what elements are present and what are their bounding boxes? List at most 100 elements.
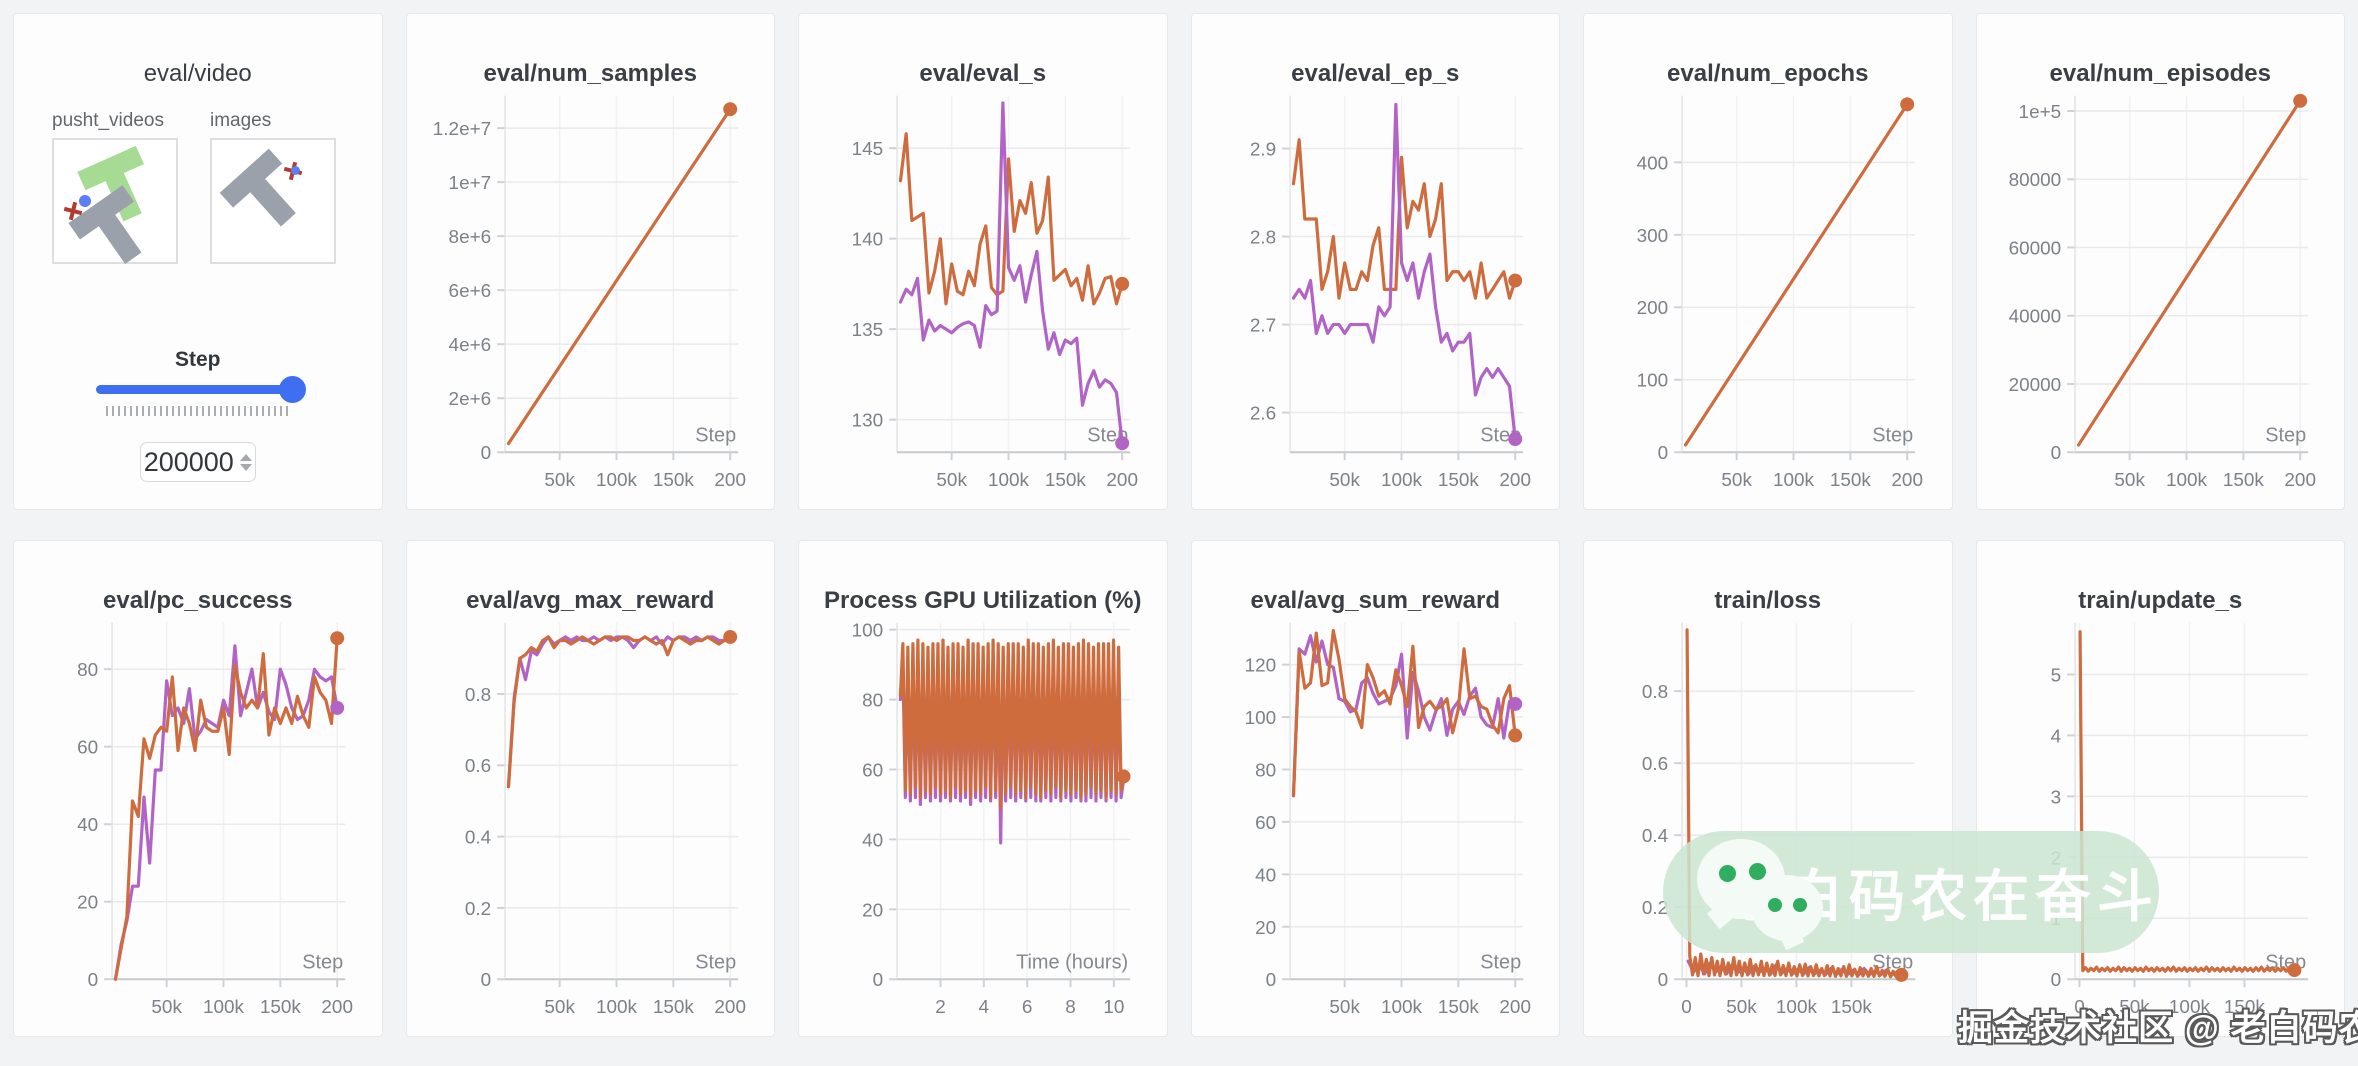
svg-text:2e+6: 2e+6: [448, 389, 491, 410]
svg-text:Step: Step: [1872, 424, 1913, 446]
svg-text:2.9: 2.9: [1249, 139, 1275, 160]
svg-text:Step: Step: [2265, 424, 2306, 446]
images-thumbnail[interactable]: [210, 138, 336, 264]
svg-text:0.4: 0.4: [1642, 826, 1668, 847]
svg-text:0: 0: [873, 970, 884, 991]
step-slider[interactable]: [96, 376, 306, 403]
svg-text:0: 0: [480, 970, 491, 991]
svg-text:0: 0: [1681, 997, 1692, 1018]
panel-title: eval/num_epochs: [1667, 60, 1869, 87]
svg-text:145: 145: [852, 139, 884, 160]
svg-text:60: 60: [862, 760, 883, 781]
svg-text:150k: 150k: [652, 997, 694, 1018]
slider-tick-ruler: [106, 406, 292, 416]
svg-text:3: 3: [2050, 787, 2061, 808]
svg-text:20000: 20000: [2008, 375, 2061, 396]
svg-text:2.7: 2.7: [1249, 316, 1275, 337]
svg-text:60: 60: [1255, 813, 1276, 834]
svg-text:200: 200: [321, 997, 353, 1018]
images-label: images: [210, 110, 272, 131]
svg-text:2: 2: [935, 997, 946, 1018]
svg-text:150k: 150k: [260, 997, 302, 1018]
panel-eval-pc-success: eval/pc_success 0 20 40 60 80 50k 100k 150k 200 S…: [13, 540, 383, 1037]
svg-text:150k: 150k: [1437, 997, 1479, 1018]
svg-text:40: 40: [77, 815, 98, 836]
svg-text:200: 200: [714, 997, 746, 1018]
svg-text:0.8: 0.8: [464, 685, 490, 706]
panel-title: eval/video: [143, 60, 252, 87]
svg-text:4e+6: 4e+6: [448, 335, 491, 356]
chart-eval-avg-max-reward[interactable]: 0 0.2 0.4 0.6 0.8 50k 100k 150k 200 Step: [407, 541, 775, 1036]
svg-text:150k: 150k: [2223, 997, 2265, 1018]
step-value[interactable]: 200000: [143, 446, 234, 477]
svg-text:Step: Step: [695, 951, 736, 973]
panel-eval-num-epochs: eval/num_epochs 0 100 200 300 400 50k 100k 150k…: [1583, 13, 1953, 510]
chart-eval-num-samples[interactable]: 0 2e+6 4e+6 6e+6 8e+6 1e+7 1.2e+7 50k 100k 150k 20…: [407, 14, 775, 509]
panel-eval-avg-max-reward: eval/avg_max_reward 0 0.2 0.4 0.6 0.8 50k 100k…: [405, 540, 775, 1037]
svg-text:0.2: 0.2: [1642, 898, 1668, 919]
svg-text:0: 0: [2050, 443, 2061, 464]
step-up-icon: [239, 453, 252, 461]
svg-text:0: 0: [1658, 443, 1669, 464]
panel-eval-eval-ep-s: eval/eval_ep_s 2.6 2.7 2.8 2.9 50k 100k 150k 20…: [1190, 13, 1560, 510]
svg-text:200: 200: [1637, 298, 1669, 319]
step-down-icon: [239, 463, 252, 471]
panel-eval-num-episodes: eval/num_episodes 0 20000 40000 60000 80000 1…: [1975, 13, 2345, 510]
slider-thumb[interactable]: [279, 376, 306, 403]
panel-title: eval/num_samples: [483, 60, 697, 87]
svg-text:0.4: 0.4: [464, 828, 490, 849]
svg-text:8e+6: 8e+6: [448, 227, 491, 248]
chart-gpu-utilization[interactable]: 0 20 40 60 80 100 2 4 6 8 10 Time (hours): [799, 541, 1167, 1036]
panel-title: eval/avg_max_reward: [466, 587, 715, 614]
svg-text:400: 400: [1637, 153, 1669, 174]
svg-text:50k: 50k: [1329, 470, 1360, 491]
svg-text:1e+7: 1e+7: [448, 173, 491, 194]
stepper-arrows[interactable]: [239, 453, 252, 471]
svg-text:80000: 80000: [2008, 170, 2061, 191]
svg-text:60000: 60000: [2008, 238, 2061, 259]
svg-text:1.2e+7: 1.2e+7: [432, 119, 490, 140]
panel-eval-num-samples: eval/num_samples 0 2e+6 4e+6 6e+6 8e+6 1e+7 1.…: [405, 13, 775, 510]
svg-text:100k: 100k: [596, 470, 638, 491]
chart-eval-pc-success[interactable]: 0 20 40 60 80 50k 100k 150k 200 Step: [14, 541, 382, 1036]
svg-text:40: 40: [862, 830, 883, 851]
step-number-input[interactable]: 200000: [139, 442, 256, 482]
chart-eval-num-epochs[interactable]: 0 100 200 300 400 50k 100k 150k 200 Step: [1584, 14, 1952, 509]
svg-text:150k: 150k: [1830, 470, 1872, 491]
svg-text:100k: 100k: [988, 470, 1030, 491]
svg-text:60: 60: [77, 738, 98, 759]
svg-text:150k: 150k: [1831, 997, 1873, 1018]
svg-text:20: 20: [77, 893, 98, 914]
svg-text:10: 10: [1103, 997, 1124, 1018]
svg-text:50k: 50k: [1726, 997, 1757, 1018]
svg-text:150k: 150k: [2222, 470, 2264, 491]
svg-text:6: 6: [1022, 997, 1033, 1018]
pusht-video-thumbnail[interactable]: [52, 138, 178, 264]
panel-title: eval/eval_ep_s: [1291, 60, 1460, 87]
svg-text:150k: 150k: [1045, 470, 1087, 491]
svg-text:80: 80: [1255, 760, 1276, 781]
panel-eval-eval-s: eval/eval_s 130 135 140 145 50k 100k 150k 200 St…: [798, 13, 1168, 510]
slider-track[interactable]: [96, 385, 300, 394]
svg-text:1e+5: 1e+5: [2018, 102, 2061, 123]
chart-train-loss[interactable]: 0 0.2 0.4 0.6 0.8 0 50k 100k 150k Step: [1584, 541, 1952, 1036]
svg-text:Step: Step: [695, 424, 736, 446]
chart-eval-avg-sum-reward[interactable]: 0 20 40 60 80 100 120 50k 100k 150k 200 Step: [1192, 541, 1560, 1036]
chart-eval-num-episodes[interactable]: 0 20000 40000 60000 80000 1e+5 50k 100k 150k 200 S…: [1977, 14, 2345, 509]
agent-dot: [291, 166, 300, 175]
svg-text:100k: 100k: [2166, 470, 2208, 491]
svg-text:0: 0: [1658, 970, 1669, 991]
svg-text:2.6: 2.6: [1249, 404, 1275, 425]
svg-text:0: 0: [2074, 997, 2085, 1018]
svg-text:200: 200: [1891, 470, 1923, 491]
svg-text:4: 4: [979, 997, 990, 1018]
svg-text:135: 135: [852, 320, 884, 341]
svg-text:300: 300: [1637, 226, 1669, 247]
panel-train-loss: train/loss 0 0.2 0.4 0.6 0.8 0 50k 100k 150k Step: [1583, 540, 1953, 1037]
panel-eval-video: eval/video pusht_videos images Step: [13, 13, 383, 510]
svg-text:100: 100: [1637, 371, 1669, 392]
